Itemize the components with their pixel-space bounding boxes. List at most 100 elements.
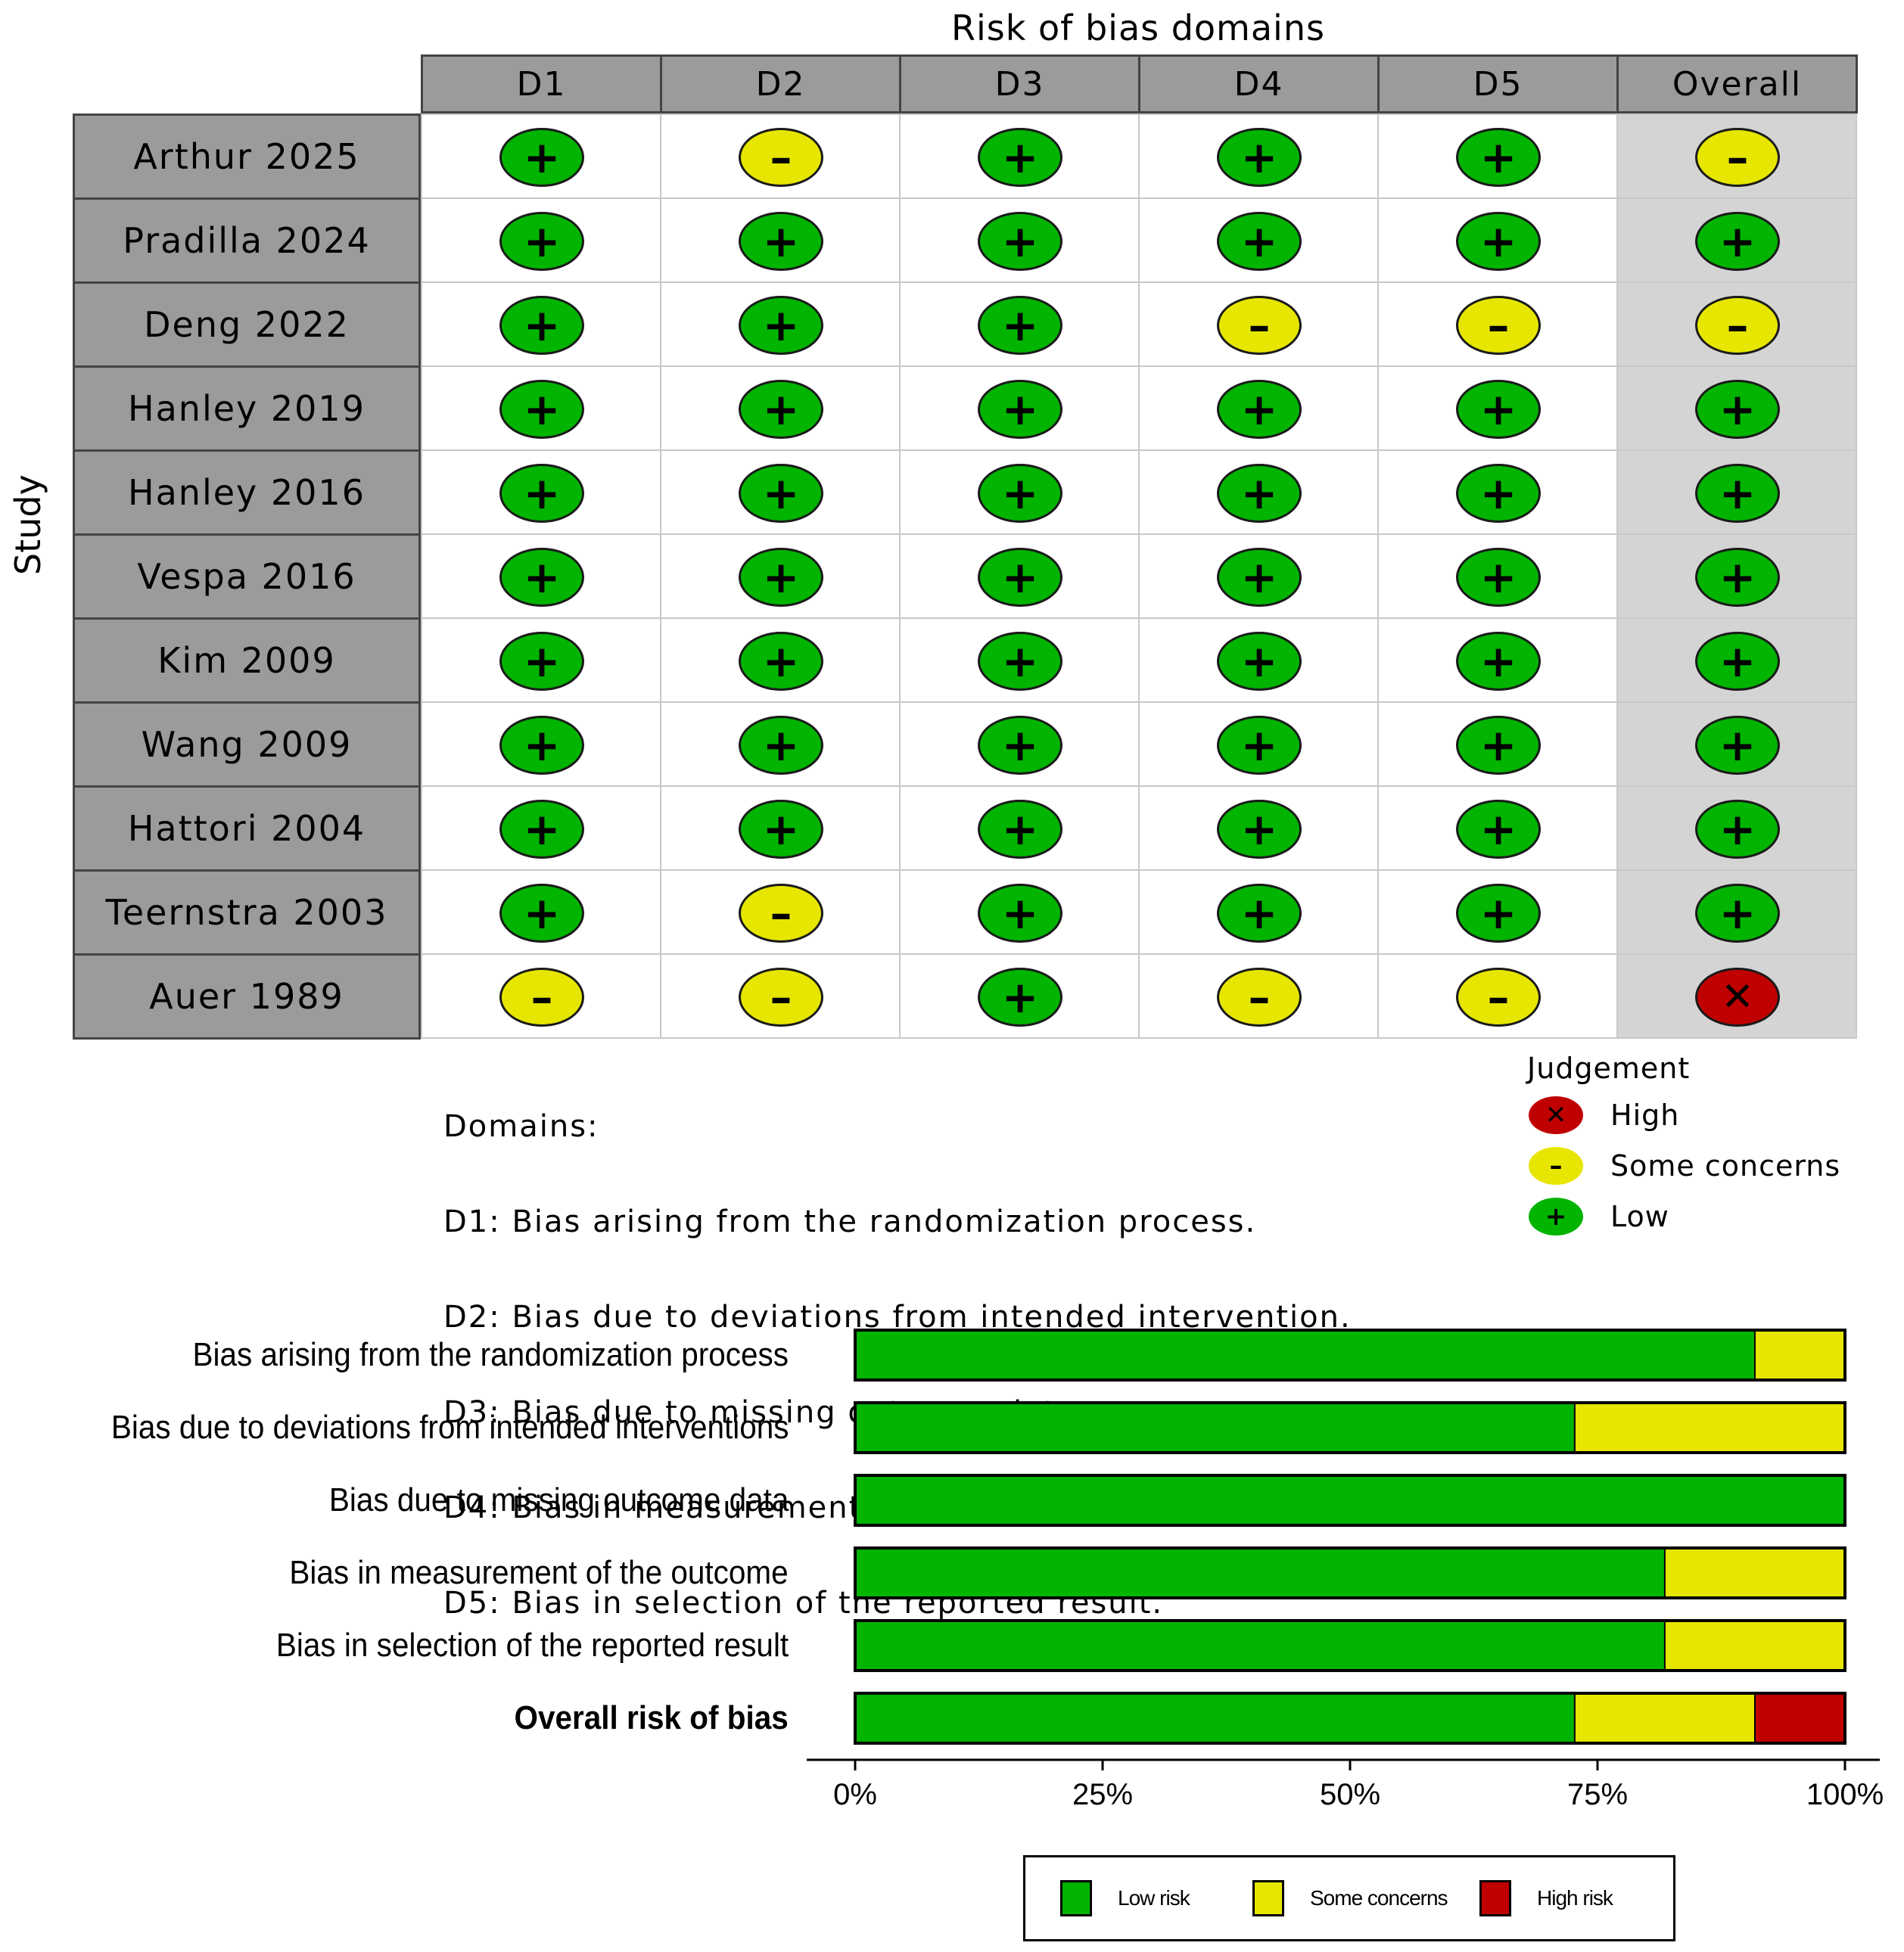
judgement-some-icon: – — [1217, 967, 1302, 1027]
judgement-cell: + — [1377, 533, 1618, 619]
judgement-low-icon: + — [1456, 379, 1541, 439]
judgement-low-icon: + — [1695, 799, 1780, 859]
bar-category-label: Overall risk of bias — [514, 1699, 789, 1736]
judgement-low-icon: + — [978, 883, 1062, 943]
x-axis-tick-label: 0% — [833, 1778, 877, 1811]
judgement-some-icon: – — [1217, 295, 1302, 355]
judgement-cell: + — [899, 533, 1140, 619]
judgement-cell: + — [421, 197, 661, 283]
x-axis-tick-label: 100% — [1806, 1778, 1884, 1811]
judgement-cell: + — [899, 869, 1140, 955]
judgement-cell: + — [1377, 365, 1618, 451]
judgement-cell: – — [1616, 281, 1857, 367]
judgement-low-icon: + — [978, 799, 1062, 859]
judgement-legend-label: High — [1610, 1099, 1680, 1132]
judgement-cell: + — [421, 785, 661, 871]
judgement-cell: + — [1377, 113, 1618, 199]
judgement-legend-label: Some concerns — [1610, 1149, 1841, 1183]
legend-item-high-risk: High risk — [1479, 1880, 1613, 1916]
bar-segment-low-risk — [854, 1692, 1576, 1744]
judgement-some-icon: – — [499, 967, 584, 1027]
judgement-some-icon: – — [1695, 295, 1780, 355]
judgement-low-icon: + — [499, 295, 584, 355]
judgement-legend-item-low: + Low — [1529, 1195, 1669, 1238]
bar-segment-low-risk — [854, 1547, 1666, 1599]
bar-category-label: Bias due to deviations from intended int… — [110, 1409, 789, 1446]
judgement-low-icon: + — [1695, 715, 1780, 775]
column-header-d4: D4 — [1138, 54, 1380, 113]
bar-segment-low-risk — [854, 1475, 1846, 1526]
judgement-cell: – — [660, 869, 901, 955]
judgement-low-icon: + — [499, 463, 584, 523]
judgement-low-icon: + — [739, 463, 823, 523]
judgement-cell: – — [1377, 953, 1618, 1039]
judgement-low-icon: + — [978, 127, 1062, 187]
judgement-low-icon: + — [1456, 883, 1541, 943]
judgement-cell: – — [421, 953, 661, 1039]
judgement-low-icon: + — [1217, 883, 1302, 943]
bar-outline — [854, 1619, 1846, 1672]
judgement-low-icon: + — [499, 799, 584, 859]
judgement-cell: + — [421, 869, 661, 955]
judgement-low-icon: + — [739, 799, 823, 859]
judgement-low-icon: + — [1695, 379, 1780, 439]
judgement-cell: + — [1616, 785, 1857, 871]
judgement-high-icon: ✕ — [1529, 1096, 1583, 1134]
bar-outline — [854, 1329, 1846, 1382]
judgement-legend-title: Judgement — [1527, 1052, 1691, 1085]
judgement-low-icon: + — [739, 379, 823, 439]
judgement-cell: + — [1138, 365, 1379, 451]
judgement-low-icon: + — [1217, 715, 1302, 775]
judgement-some-icon: – — [1695, 127, 1780, 187]
judgement-cell: + — [1138, 533, 1379, 619]
judgement-low-icon: + — [1217, 379, 1302, 439]
judgement-cell: – — [660, 953, 901, 1039]
judgement-low-icon: + — [739, 547, 823, 607]
judgement-cell: + — [1616, 617, 1857, 703]
judgement-cell: + — [421, 701, 661, 787]
judgement-low-icon: + — [499, 715, 584, 775]
judgement-low-icon: + — [978, 967, 1062, 1027]
domains-heading: Domains: — [443, 1109, 599, 1144]
judgement-some-icon: – — [1456, 295, 1541, 355]
judgement-low-icon: + — [1456, 631, 1541, 691]
judgement-low-icon: + — [978, 295, 1062, 355]
bar-outline — [854, 1692, 1846, 1745]
judgement-cell: + — [421, 113, 661, 199]
judgement-cell: + — [1138, 869, 1379, 955]
judgement-low-icon: + — [978, 463, 1062, 523]
bar-category-label: Bias arising from the randomization proc… — [192, 1336, 789, 1373]
bar-segment-high-risk — [1753, 1692, 1846, 1744]
judgement-cell: – — [660, 113, 901, 199]
judgement-cell: + — [660, 701, 901, 787]
judgement-cell: ✕ — [1616, 953, 1857, 1039]
judgement-low-icon: + — [1456, 127, 1541, 187]
bar-segment-some-concerns — [1663, 1547, 1846, 1599]
column-header-d3: D3 — [899, 54, 1140, 113]
bar-segment-some-concerns — [1753, 1329, 1846, 1381]
judgement-cell: + — [660, 785, 901, 871]
bar-segment-low-risk — [854, 1402, 1576, 1453]
chart-title: Risk of bias domains — [951, 8, 1325, 48]
judgement-legend-item-some: – Some concerns — [1529, 1145, 1840, 1187]
judgement-cell: + — [899, 785, 1140, 871]
judgement-low-icon: + — [1217, 127, 1302, 187]
judgement-low-icon: + — [1695, 463, 1780, 523]
judgement-low-icon: + — [1695, 547, 1780, 607]
study-label: Hanley 2016 — [73, 449, 421, 536]
bar-outline — [854, 1401, 1846, 1454]
judgement-low-icon: + — [499, 547, 584, 607]
judgement-cell: – — [1377, 281, 1618, 367]
judgement-cell: + — [1616, 701, 1857, 787]
judgement-cell: + — [421, 281, 661, 367]
x-axis-tick-label: 25% — [1072, 1778, 1134, 1811]
column-header-d5: D5 — [1377, 54, 1619, 113]
judgement-some-icon: – — [1456, 967, 1541, 1027]
bar-segment-low-risk — [854, 1620, 1666, 1671]
bar-outline — [854, 1546, 1846, 1599]
judgement-low-icon: + — [1529, 1198, 1583, 1236]
judgement-cell: + — [899, 113, 1140, 199]
judgement-cell: + — [421, 449, 661, 535]
judgement-cell: + — [1377, 785, 1618, 871]
legend-label-low-risk: Low risk — [1118, 1886, 1190, 1910]
